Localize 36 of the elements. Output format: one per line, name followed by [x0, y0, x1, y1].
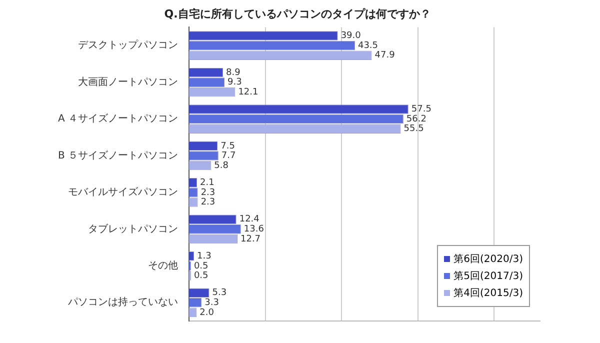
- data-label: 43.5: [358, 40, 378, 51]
- data-label: 0.5: [194, 271, 208, 282]
- data-label: 5.8: [214, 160, 229, 171]
- data-label: 57.5: [411, 104, 432, 115]
- data-label: 47.9: [374, 50, 396, 61]
- y-tick-label: B ５サイズノートパソコン: [58, 149, 178, 162]
- chart-title: Q.自宅に所有しているパソコンのタイプは何ですか？: [164, 7, 431, 20]
- data-label: 1.3: [197, 251, 212, 262]
- data-label: 3.3: [204, 298, 219, 308]
- y-tick-label: タブレットパソコン: [88, 222, 178, 235]
- legend-label: 第6回(2020/3): [454, 253, 523, 266]
- y-tick-label: モバイルサイズパソコン: [68, 186, 178, 198]
- data-label: 2.0: [200, 308, 214, 318]
- y-tick-label: A ４サイズノートパソコン: [58, 112, 178, 125]
- data-label: 56.2: [406, 114, 426, 124]
- data-label: 13.6: [244, 224, 264, 235]
- data-label: 8.9: [226, 68, 241, 78]
- data-label: 2.3: [200, 198, 216, 208]
- data-label: 12.7: [240, 234, 261, 244]
- legend-label: 第4回(2015/3): [454, 287, 523, 300]
- data-label: 5.3: [212, 288, 227, 298]
- y-tick-label: デスクトップパソコン: [78, 39, 178, 52]
- data-label: 7.7: [221, 151, 236, 162]
- y-tick-label: その他: [148, 260, 178, 272]
- data-label: 12.1: [238, 87, 258, 98]
- data-label: 0.5: [194, 261, 208, 272]
- data-label: 7.5: [220, 141, 235, 152]
- data-label: 39.0: [340, 31, 362, 42]
- legend-label: 第5回(2017/3): [454, 270, 523, 283]
- y-tick-label: 大画面ノートパソコン: [78, 76, 178, 88]
- data-label: 2.1: [200, 178, 214, 188]
- data-label: 2.3: [200, 188, 216, 198]
- data-label: 9.3: [228, 78, 242, 88]
- y-tick-label: パソコンは持っていない: [67, 296, 178, 308]
- data-label: 12.4: [239, 214, 260, 225]
- data-label: 55.5: [404, 124, 424, 134]
